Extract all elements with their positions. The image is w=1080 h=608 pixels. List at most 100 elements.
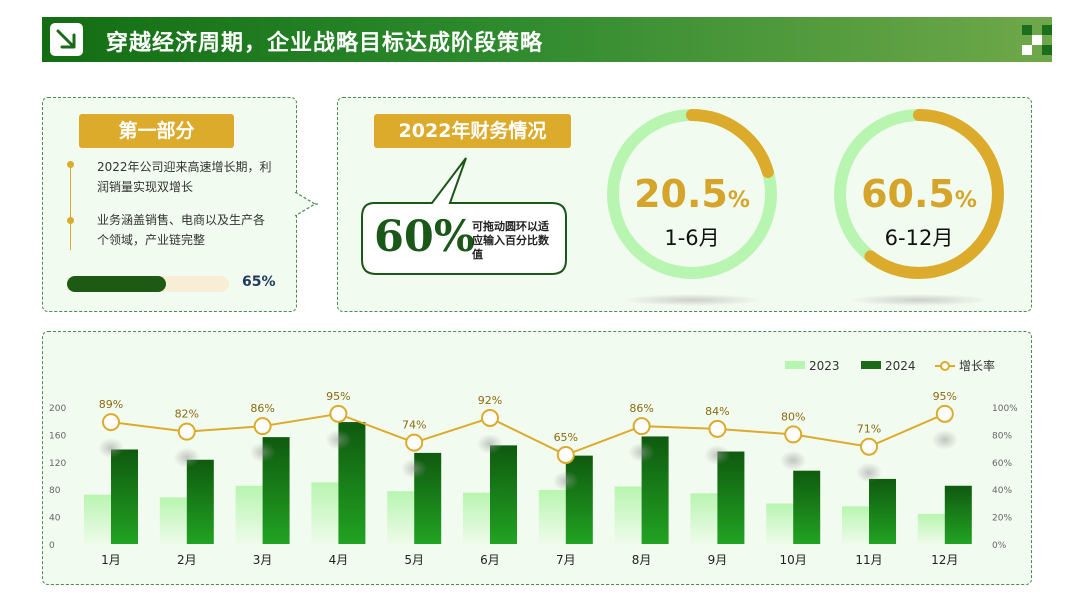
y-left-tick-label: 0 [49, 541, 55, 551]
legend-label: 增长率 [959, 358, 995, 373]
combo-chart: 0 40 80 120 160 200 0% 20% 40% 60% 80% 100% 1月 2月 3月 4月… [49, 358, 1018, 567]
growth-data-label: 86% [250, 402, 274, 415]
progress-fill [67, 276, 166, 292]
growth-data-label: 86% [629, 402, 653, 415]
y-right-tick-label: 20% [992, 514, 1012, 524]
bar-2024 [111, 449, 138, 544]
bar-2023 [766, 503, 794, 544]
bullet-timeline [70, 164, 71, 250]
growth-marker [784, 425, 803, 444]
ring-label: 6-12月 [884, 226, 954, 250]
bar-2023 [538, 489, 566, 544]
decor-square [1042, 45, 1052, 55]
growth-marker [481, 408, 499, 427]
x-tick-label: 10月 [780, 553, 807, 567]
ring-progress [607, 109, 777, 279]
growth-marker [405, 433, 424, 452]
growth-marker [177, 422, 196, 441]
growth-data-label: 82% [175, 408, 199, 421]
x-tick-label: 6月 [480, 553, 500, 567]
bar-2024 [869, 478, 896, 544]
x-tick-label: 5月 [404, 553, 424, 567]
progress-text: 65% [242, 274, 276, 290]
x-tick-label: 9月 [708, 553, 728, 567]
marker-shadow [173, 447, 200, 468]
decor-square [1022, 25, 1032, 35]
marker-shadow [477, 433, 503, 454]
callout-bubble [361, 157, 567, 275]
bar-2023 [463, 492, 490, 544]
growth-data-label: 89% [99, 398, 123, 411]
marker-shadow [704, 444, 731, 465]
growth-marker [253, 417, 272, 436]
growth-line [110, 412, 946, 457]
growth-marker [632, 417, 651, 436]
marker-shadow [325, 429, 352, 450]
ring-value-unit: % [954, 188, 977, 213]
connector-arrow [295, 192, 319, 217]
x-tick-label: 3月 [253, 553, 273, 567]
bar-2023 [235, 485, 263, 544]
ring-value: 20.5% [622, 172, 762, 216]
bar-2023 [614, 486, 642, 544]
bullet-dot [67, 161, 74, 168]
marker-shadow [628, 442, 655, 463]
part-panel: 第一部分 2022年公司迎来高速增长期，利润销量实现双增长 业务涵盖销售、电商以… [42, 97, 297, 312]
y-left-tick-label: 160 [49, 431, 66, 441]
ring-value-number: 60.5 [861, 172, 955, 216]
y-left-tick-label: 40 [49, 514, 61, 524]
growth-data-label: 65% [554, 431, 578, 444]
growth-data-label: 95% [326, 390, 350, 403]
marker-shadow [249, 442, 276, 463]
ring-progress [834, 109, 1004, 279]
legend-swatch [861, 361, 881, 369]
legend-label: 2024 [885, 359, 916, 373]
y-left-tick-label: 120 [49, 459, 66, 469]
page-title: 穿越经济周期，企业战略目标达成阶段策略 [106, 31, 544, 56]
finance-panel: 2022年财务情况 60% 可拖动圆环以适应输入百分比数值 20.5% 1-6月… [337, 97, 1032, 312]
chart-panel: 0 40 80 120 160 200 0% 20% 40% 60% 80% 100% 1月 2月 3月 4月… [42, 331, 1032, 585]
growth-data-label: 74% [402, 419, 426, 432]
bar-2023 [387, 491, 415, 544]
bar-2023 [84, 494, 111, 544]
legend-marker [940, 361, 950, 371]
marker-shadow [401, 458, 428, 479]
y-right-tick-label: 80% [992, 431, 1012, 441]
growth-data-label: 92% [478, 394, 502, 407]
callout-note: 可拖动圆环以适应输入百分比数值 [472, 220, 549, 261]
decor-square [1042, 25, 1052, 35]
marker-shadow [98, 438, 124, 459]
bullet-text: 业务涵盖销售、电商以及生产各个领域，产业链完整 [97, 213, 266, 247]
bar-2024 [944, 485, 972, 544]
y-right-tick-label: 60% [992, 459, 1012, 469]
bar-2024 [565, 455, 593, 544]
bar-2024 [186, 459, 214, 544]
decor-square [1032, 35, 1042, 45]
x-tick-label: 11月 [855, 553, 882, 567]
callout-value: 60% [374, 212, 475, 262]
y-left-tick-label: 80 [49, 486, 61, 496]
bar-2023 [690, 493, 718, 544]
bar-2023 [311, 482, 339, 544]
y-right-tick-label: 0% [992, 541, 1007, 551]
y-right-tick-label: 100% [992, 404, 1018, 414]
x-tick-label: 1月 [101, 553, 121, 567]
ring-shadow [622, 294, 762, 306]
growth-data-label: 80% [781, 410, 805, 423]
bullet-text: 2022年公司迎来高速增长期，利润销量实现双增长 [97, 160, 272, 194]
decor-square [1022, 45, 1032, 55]
growth-marker [708, 419, 727, 438]
y-right-tick-label: 40% [992, 486, 1012, 496]
x-tick-label: 7月 [556, 553, 576, 567]
growth-marker [329, 404, 348, 423]
bar-2024 [717, 451, 745, 544]
bullet-dot [67, 217, 74, 224]
growth-data-label: 71% [857, 423, 881, 436]
growth-marker [935, 404, 954, 423]
finance-title: 2022年财务情况 [374, 114, 571, 148]
growth-marker [860, 437, 878, 456]
x-tick-label: 8月 [632, 553, 652, 567]
ring-value-number: 20.5 [634, 172, 728, 216]
x-tick-label: 12月 [931, 553, 958, 567]
ring-charts [607, 109, 1004, 306]
